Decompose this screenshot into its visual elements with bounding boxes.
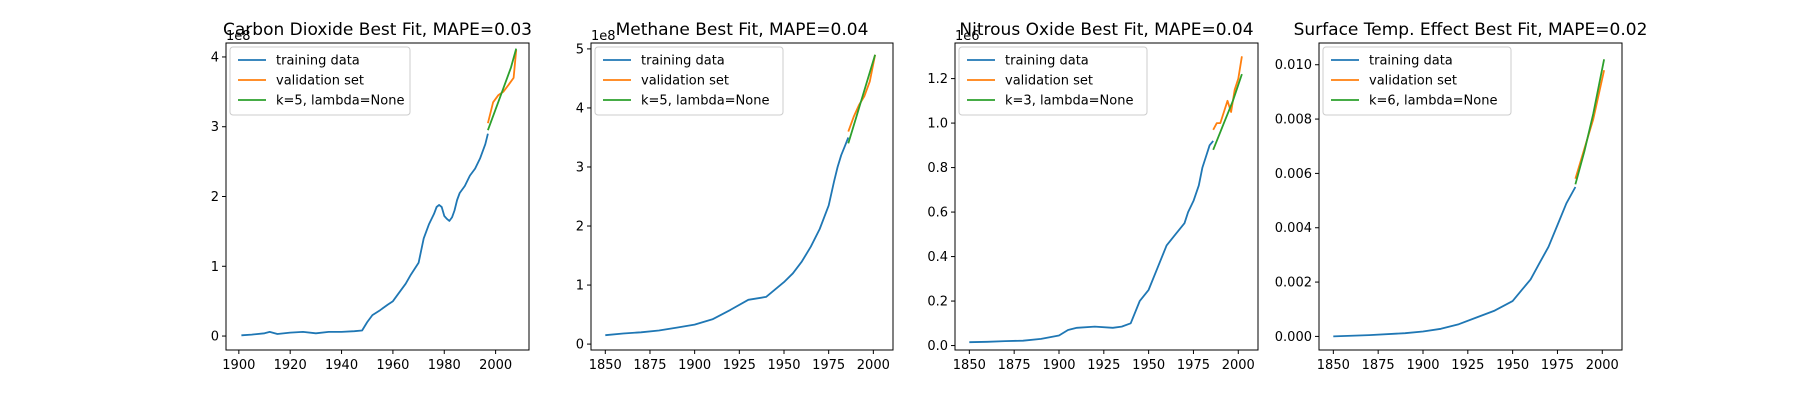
series-line-1: [969, 140, 1214, 344]
legend-box: [1322, 46, 1512, 116]
y-tick-label: 2: [576, 220, 584, 235]
x-tick-label: 1925: [723, 358, 756, 373]
series-line-3: [1574, 59, 1605, 185]
x-tick-label: 2000: [1222, 358, 1255, 373]
x-tick-label: 1950: [1132, 358, 1165, 373]
y-tick-label: 0.6: [927, 206, 948, 221]
chart-panel-3: Nitrous Oxide Best Fit, MAPE=0.04 1850 187…: [927, 20, 1259, 373]
x-tick-label: 1875: [998, 358, 1031, 373]
legend-label-3: k=6, lambda=None: [1369, 94, 1497, 109]
y-scale-label: 1e8: [226, 29, 251, 44]
y-tick-label: 1: [211, 260, 219, 275]
x-tick-label: 1950: [1496, 358, 1529, 373]
x-tick-label: 1850: [1317, 358, 1350, 373]
legend-label-3: k=5, lambda=None: [641, 94, 769, 109]
y-tick-label: 4: [576, 101, 584, 116]
x-tick-label: 1975: [1177, 358, 1210, 373]
x-tick-label: 1925: [1087, 358, 1120, 373]
chart-panel-1: Carbon Dioxide Best Fit, MAPE=0.03 1900 19…: [211, 20, 532, 373]
y-tick-label: 0.004: [1275, 221, 1312, 236]
y-tick-label: 0.2: [927, 295, 948, 310]
y-tick-label: 0.002: [1275, 276, 1312, 291]
axes-frame: [590, 42, 894, 351]
chart-title: Surface Temp. Effect Best Fit, MAPE=0.02: [1294, 20, 1648, 40]
y-tick-label: 0.8: [927, 161, 948, 176]
legend-label-1: training data: [641, 54, 725, 69]
y-tick-label: 3: [576, 160, 584, 175]
y-scale-label: 1e6: [955, 29, 980, 44]
y-tick-label: 0.008: [1275, 113, 1312, 128]
x-tick-label: 2000: [479, 358, 512, 373]
x-tick-label: 1850: [953, 358, 986, 373]
x-tick-label: 1900: [222, 358, 255, 373]
legend-box: [229, 46, 411, 116]
y-tick-label: 0.006: [1275, 167, 1312, 182]
y-tick-label: 3: [211, 120, 219, 135]
series-line-1: [1333, 186, 1577, 338]
legend-label-2: validation set: [1369, 74, 1457, 89]
chart-title: Methane Best Fit, MAPE=0.04: [616, 20, 869, 40]
y-tick-label: 0.4: [927, 250, 948, 265]
axes-frame: [1318, 42, 1623, 351]
y-tick-label: 0.010: [1275, 58, 1312, 73]
legend-label-2: validation set: [276, 74, 364, 89]
y-tick-label: 0: [576, 338, 584, 353]
series-line-1: [605, 137, 850, 337]
y-tick-label: 1: [576, 279, 584, 294]
x-tick-label: 1850: [589, 358, 622, 373]
series-line-3: [1212, 73, 1243, 151]
y-tick-label: 0.000: [1275, 330, 1312, 345]
x-tick-label: 1975: [1541, 358, 1574, 373]
chart-panel-4: Surface Temp. Effect Best Fit, MAPE=0.02…: [1275, 20, 1648, 373]
x-tick-label: 1925: [1451, 358, 1484, 373]
x-tick-label: 1960: [376, 358, 409, 373]
series-line-3: [487, 48, 518, 131]
x-tick-label: 2000: [1586, 358, 1619, 373]
x-tick-label: 1920: [274, 358, 307, 373]
x-tick-label: 2000: [857, 358, 890, 373]
series-line-3: [847, 54, 876, 144]
y-tick-label: 4: [211, 50, 219, 65]
y-tick-label: 1.2: [927, 72, 948, 87]
legend-label-1: training data: [276, 54, 360, 69]
legend-label-3: k=5, lambda=None: [276, 94, 404, 109]
x-tick-label: 1975: [812, 358, 845, 373]
legend-label-1: training data: [1369, 54, 1453, 69]
x-tick-label: 1940: [325, 358, 358, 373]
y-tick-label: 5: [576, 42, 584, 57]
legend-label-1: training data: [1005, 54, 1089, 69]
legend-box: [594, 46, 784, 116]
x-tick-label: 1950: [767, 358, 800, 373]
x-tick-label: 1875: [1362, 358, 1395, 373]
series-line-1: [241, 133, 489, 337]
y-tick-label: 0.0: [927, 339, 948, 354]
series-line-2: [487, 49, 518, 124]
y-tick-label: 0: [211, 330, 219, 345]
legend-box: [958, 46, 1148, 116]
axes-frame: [954, 42, 1259, 351]
legend-label-2: validation set: [1005, 74, 1093, 89]
legend-label-2: validation set: [641, 74, 729, 89]
chart-title: Nitrous Oxide Best Fit, MAPE=0.04: [959, 20, 1253, 40]
x-tick-label: 1900: [678, 358, 711, 373]
y-scale-label: 1e8: [591, 29, 616, 44]
legend-label-3: k=3, lambda=None: [1005, 94, 1133, 109]
series-line-2: [1212, 56, 1243, 131]
x-tick-label: 1900: [1406, 358, 1439, 373]
x-tick-label: 1980: [428, 358, 461, 373]
chart-panel-2: Methane Best Fit, MAPE=0.04 1850 1875 1900 1…: [576, 20, 894, 373]
y-tick-label: 2: [211, 190, 219, 205]
chart-title: Carbon Dioxide Best Fit, MAPE=0.03: [223, 20, 532, 40]
x-tick-label: 1900: [1042, 358, 1075, 373]
x-tick-label: 1875: [633, 358, 666, 373]
series-line-2: [1574, 70, 1605, 180]
y-tick-label: 1.0: [927, 117, 948, 132]
